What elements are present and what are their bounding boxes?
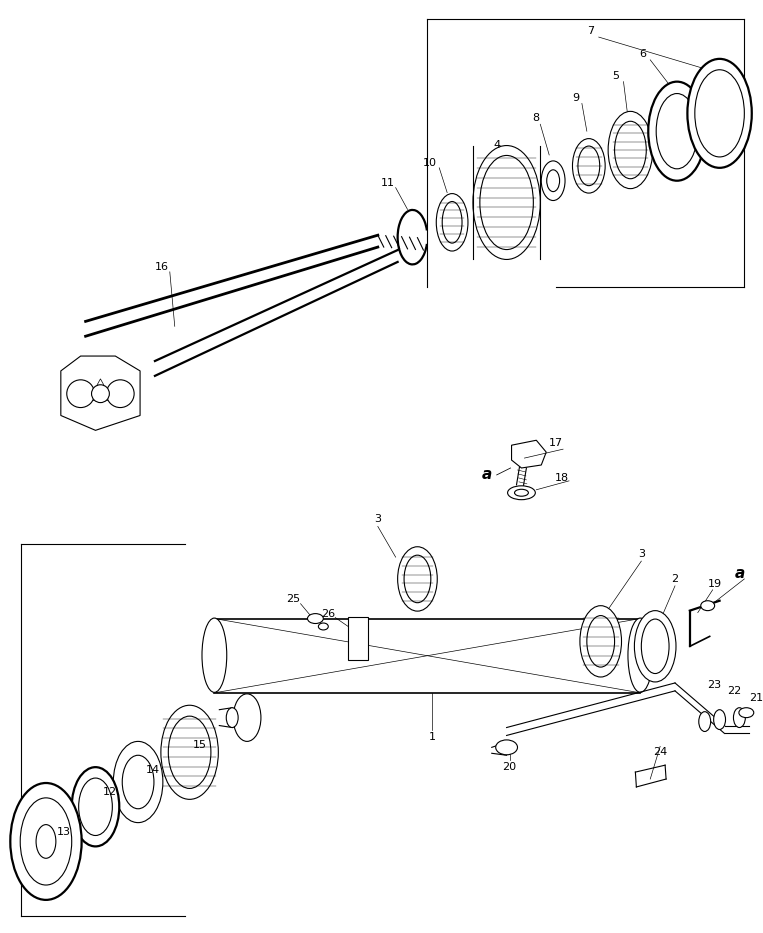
- Text: 1: 1: [429, 732, 436, 743]
- Text: 22: 22: [727, 686, 742, 696]
- Ellipse shape: [733, 708, 745, 728]
- Ellipse shape: [11, 783, 82, 900]
- Text: 10: 10: [423, 158, 436, 168]
- Ellipse shape: [473, 146, 540, 259]
- Ellipse shape: [687, 59, 752, 168]
- Ellipse shape: [578, 146, 600, 186]
- Ellipse shape: [233, 694, 261, 742]
- Ellipse shape: [572, 139, 605, 193]
- Ellipse shape: [79, 778, 112, 836]
- Text: 18: 18: [555, 473, 569, 483]
- Text: 14: 14: [146, 765, 160, 775]
- Text: 6: 6: [639, 49, 645, 59]
- Text: 26: 26: [321, 608, 336, 619]
- Text: 19: 19: [707, 578, 722, 589]
- Ellipse shape: [700, 601, 715, 610]
- Ellipse shape: [161, 705, 218, 800]
- Ellipse shape: [72, 767, 119, 846]
- Text: 11: 11: [381, 177, 394, 188]
- Ellipse shape: [36, 825, 56, 858]
- Ellipse shape: [443, 202, 462, 244]
- Ellipse shape: [114, 742, 163, 823]
- Ellipse shape: [202, 618, 227, 692]
- Ellipse shape: [227, 708, 238, 728]
- Text: 15: 15: [192, 741, 207, 750]
- Text: a: a: [481, 467, 492, 482]
- Ellipse shape: [642, 620, 669, 674]
- Ellipse shape: [480, 156, 533, 249]
- Ellipse shape: [649, 82, 706, 181]
- Ellipse shape: [318, 623, 328, 630]
- Text: 9: 9: [572, 93, 580, 104]
- Text: 3: 3: [638, 550, 645, 559]
- Ellipse shape: [656, 93, 698, 169]
- Ellipse shape: [587, 616, 614, 667]
- Ellipse shape: [739, 708, 754, 717]
- Ellipse shape: [169, 717, 211, 788]
- Ellipse shape: [507, 486, 536, 500]
- Text: 7: 7: [588, 26, 594, 36]
- Text: a: a: [734, 566, 745, 581]
- Polygon shape: [511, 440, 546, 468]
- Ellipse shape: [122, 755, 154, 809]
- Text: 17: 17: [549, 439, 563, 448]
- Ellipse shape: [614, 121, 646, 179]
- Text: 4: 4: [493, 140, 501, 150]
- Text: 8: 8: [532, 113, 539, 123]
- Ellipse shape: [92, 384, 109, 403]
- Ellipse shape: [404, 555, 431, 603]
- Ellipse shape: [634, 610, 676, 682]
- Text: 3: 3: [375, 514, 382, 524]
- Text: 12: 12: [103, 787, 118, 797]
- Ellipse shape: [608, 111, 652, 188]
- Ellipse shape: [307, 614, 324, 623]
- Ellipse shape: [496, 740, 517, 755]
- Ellipse shape: [580, 606, 622, 677]
- Text: 23: 23: [707, 680, 722, 689]
- Text: 5: 5: [612, 71, 619, 80]
- Ellipse shape: [547, 170, 559, 191]
- Ellipse shape: [106, 380, 134, 408]
- Text: 21: 21: [749, 693, 763, 703]
- Ellipse shape: [20, 798, 72, 885]
- Ellipse shape: [713, 710, 726, 730]
- Ellipse shape: [699, 712, 710, 731]
- Ellipse shape: [514, 489, 529, 496]
- Text: 24: 24: [653, 747, 668, 758]
- Ellipse shape: [541, 160, 565, 201]
- Ellipse shape: [695, 70, 745, 157]
- Text: 25: 25: [287, 593, 301, 604]
- Ellipse shape: [628, 618, 652, 692]
- Bar: [348, 617, 368, 661]
- Text: 20: 20: [503, 762, 517, 773]
- Ellipse shape: [436, 193, 468, 251]
- Ellipse shape: [67, 380, 95, 408]
- Text: 13: 13: [56, 827, 71, 837]
- Ellipse shape: [398, 547, 437, 611]
- Text: 2: 2: [671, 574, 678, 584]
- Text: 16: 16: [155, 262, 169, 272]
